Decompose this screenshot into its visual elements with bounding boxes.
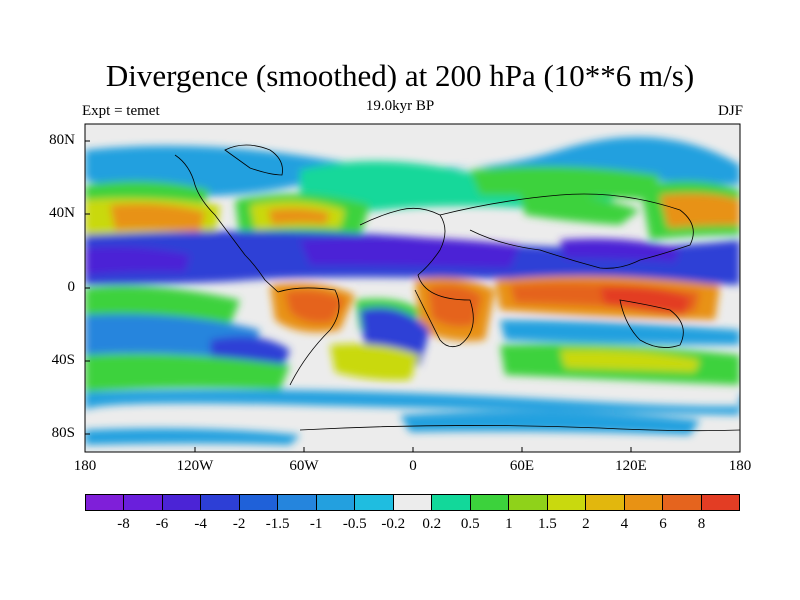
y-tick-label: 0 [67,279,76,295]
chart-title: Divergence (smoothed) at 200 hPa (10**6 … [105,58,695,93]
colorbar-box [432,495,471,510]
period-label: 19.0kyr BP [365,98,435,114]
axis-ticks [85,140,632,452]
colorbar-label: -8 [117,516,130,532]
y-tick-label: 40N [49,205,75,221]
season-label: DJF [717,103,743,119]
colorbar-box [624,495,664,510]
colorbar-label: -2 [232,516,246,532]
y-tick-label: 40S [51,352,75,368]
colorbar-label: -6 [155,516,169,532]
colorbar-box [355,495,394,510]
colorbar-label: 2 [582,516,590,532]
colorbar-box [278,495,317,510]
colorbar-box [124,495,163,510]
y-tick-label: 80S [51,425,75,441]
map-field [85,124,740,452]
colorbar-box [509,495,548,510]
colorbar-label: 8 [697,516,706,532]
colorbar-box [701,495,739,510]
colorbar-box [470,495,510,510]
colorbar-box [86,495,125,510]
colorbar-box [316,495,356,510]
colorbar-label: 0.5 [460,516,480,532]
colorbar-label: 1.5 [537,516,557,532]
x-tick-label: 0 [409,458,417,474]
colorbar-label: 0.2 [422,516,442,532]
colorbar-box [547,495,587,510]
colorbar-label: 1 [505,516,513,532]
x-tick-label: 180 [728,458,752,474]
y-tick-label: 80N [49,132,75,148]
colorbar [85,494,740,511]
colorbar-label: -0.2 [381,516,406,532]
x-tick-label: 120E [615,458,647,474]
colorbar-box [201,495,240,510]
colorbar-box [586,495,625,510]
colorbar-label: -0.5 [342,516,367,532]
experiment-label: Expt = temet [82,103,160,119]
colorbar-label: 4 [620,516,629,532]
x-tick-label: 120W [176,458,214,474]
colorbar-label: -4 [194,516,207,532]
colorbar-label: -1.5 [265,516,290,532]
coastlines [174,144,740,432]
colorbar-label: -1 [309,516,323,532]
colorbar-box [239,495,279,510]
colorbar-label: 6 [659,516,667,532]
colorbar-box [663,495,702,510]
colorbar-box [393,495,433,510]
x-tick-label: 60E [509,458,535,474]
x-tick-label: 180 [73,458,97,474]
colorbar-box [162,495,202,510]
x-tick-label: 60W [289,458,319,474]
